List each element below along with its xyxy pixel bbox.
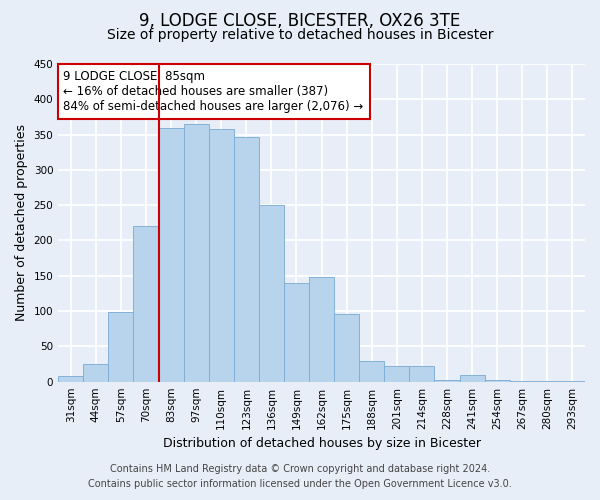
Bar bbox=[460, 374, 485, 382]
Bar bbox=[184, 124, 209, 382]
Bar bbox=[560, 381, 585, 382]
Bar bbox=[334, 314, 359, 382]
Bar bbox=[309, 277, 334, 382]
Text: 9, LODGE CLOSE, BICESTER, OX26 3TE: 9, LODGE CLOSE, BICESTER, OX26 3TE bbox=[139, 12, 461, 30]
Bar bbox=[284, 283, 309, 382]
Bar bbox=[259, 205, 284, 382]
Text: Contains HM Land Registry data © Crown copyright and database right 2024.
Contai: Contains HM Land Registry data © Crown c… bbox=[88, 464, 512, 489]
Text: Size of property relative to detached houses in Bicester: Size of property relative to detached ho… bbox=[107, 28, 493, 42]
Bar bbox=[409, 366, 434, 382]
Bar bbox=[234, 136, 259, 382]
Bar bbox=[485, 380, 510, 382]
Y-axis label: Number of detached properties: Number of detached properties bbox=[15, 124, 28, 322]
X-axis label: Distribution of detached houses by size in Bicester: Distribution of detached houses by size … bbox=[163, 437, 481, 450]
Bar bbox=[83, 364, 109, 382]
Bar bbox=[133, 226, 158, 382]
Bar bbox=[158, 128, 184, 382]
Bar bbox=[359, 360, 385, 382]
Bar bbox=[510, 381, 535, 382]
Bar bbox=[434, 380, 460, 382]
Bar bbox=[109, 312, 133, 382]
Bar bbox=[209, 129, 234, 382]
Bar bbox=[385, 366, 409, 382]
Text: 9 LODGE CLOSE: 85sqm
← 16% of detached houses are smaller (387)
84% of semi-deta: 9 LODGE CLOSE: 85sqm ← 16% of detached h… bbox=[64, 70, 364, 114]
Bar bbox=[58, 376, 83, 382]
Bar bbox=[535, 381, 560, 382]
